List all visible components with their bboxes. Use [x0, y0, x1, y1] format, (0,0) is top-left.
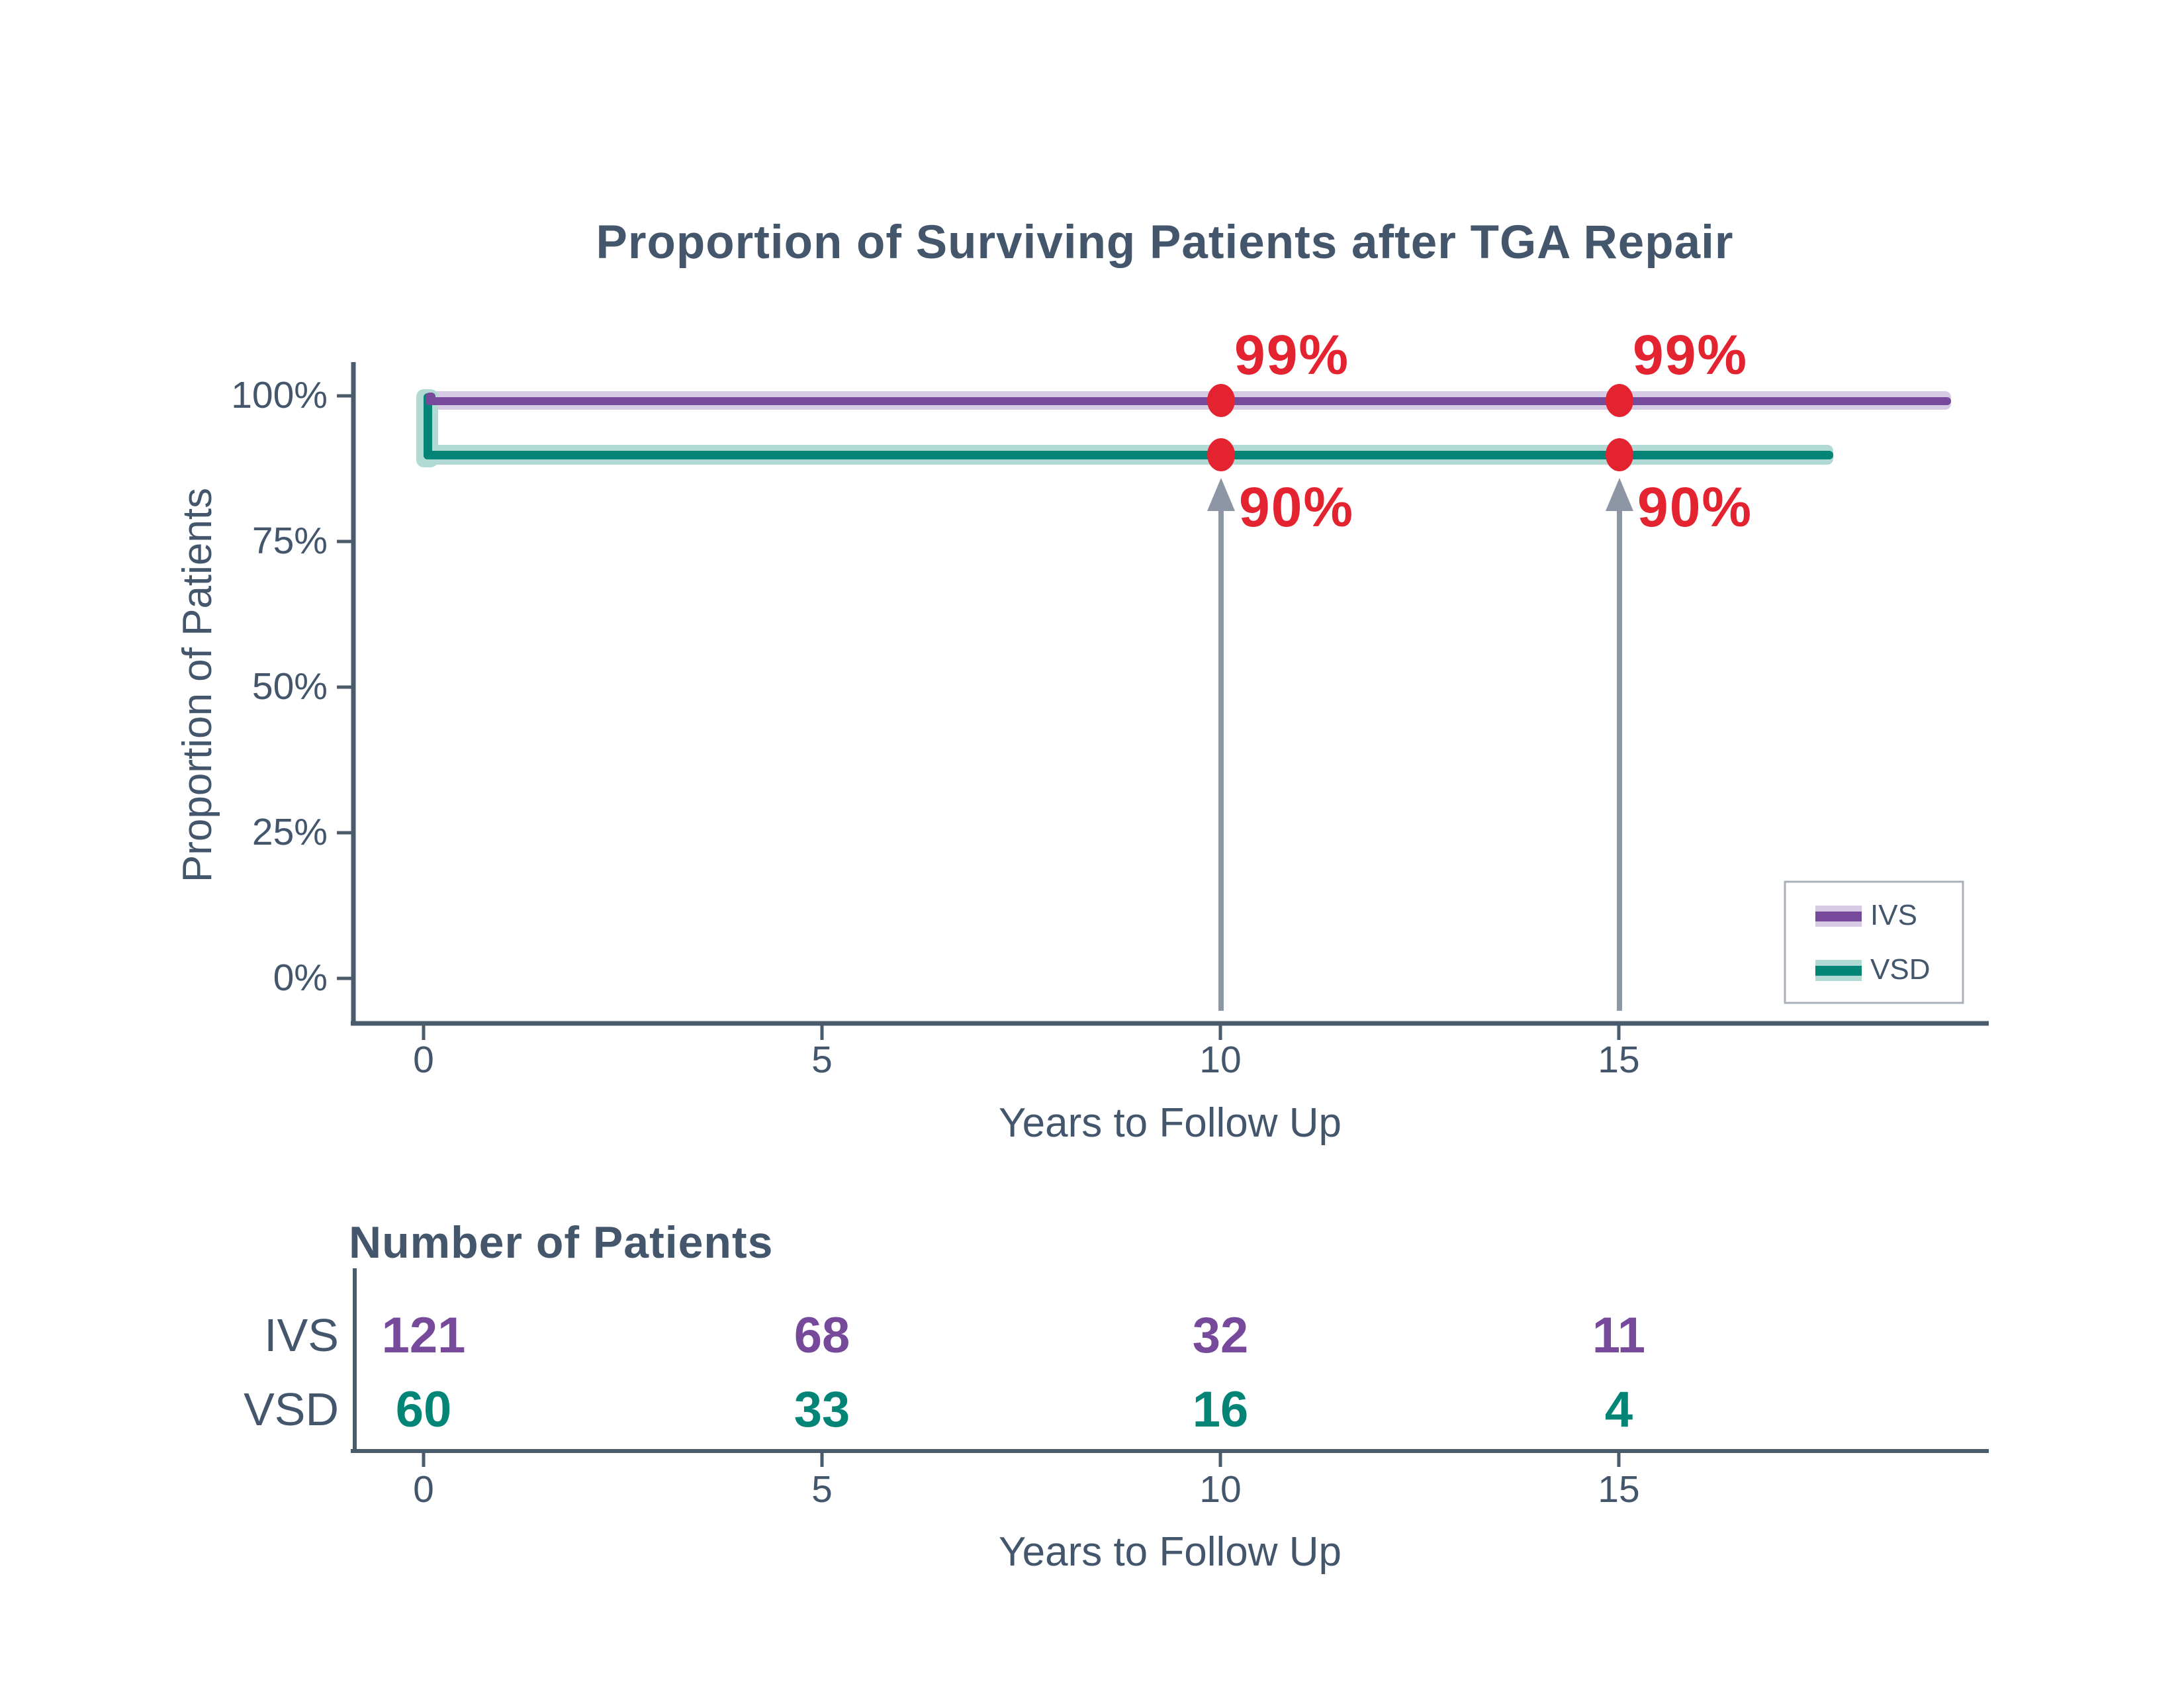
arrow-head-icon — [1207, 478, 1235, 511]
y-tick-50: 50% — [251, 665, 328, 708]
marker-dot-ivs-year15 — [1606, 384, 1633, 417]
arrow-year15 — [1606, 478, 1633, 1011]
legend-label-vsd: VSD — [1870, 953, 1931, 986]
marker-dot-ivs-year10 — [1207, 384, 1235, 417]
risk-table-title: Number of Patients — [349, 1217, 774, 1268]
ivs-curve — [426, 397, 1951, 405]
y-axis-tick-marks — [337, 394, 352, 980]
annotation-99-year10: 99% — [1234, 324, 1350, 386]
risk-ivs-t15: 11 — [1592, 1307, 1646, 1364]
risk-vsd-t5: 33 — [794, 1382, 850, 1438]
risk-x-tick-15: 15 — [1598, 1468, 1640, 1511]
x-tick-10: 10 — [1199, 1039, 1242, 1081]
y-tick-100: 100% — [231, 374, 328, 416]
risk-x-tick-0: 0 — [413, 1468, 434, 1511]
y-tick-0: 0% — [273, 957, 328, 999]
chart-title: Proportion of Surviving Patients after T… — [596, 216, 1734, 269]
risk-ivs-t5: 68 — [794, 1307, 850, 1364]
annotation-99-year15: 99% — [1633, 324, 1749, 386]
risk-ivs-t10: 32 — [1192, 1307, 1249, 1364]
risk-vsd-t0: 60 — [395, 1382, 452, 1438]
risk-vsd-t10: 16 — [1192, 1382, 1249, 1438]
x-axis-title: Years to Follow Up — [998, 1100, 1342, 1146]
annotation-90-year10: 90% — [1239, 476, 1355, 538]
legend-swatch-ivs — [1815, 912, 1862, 921]
y-tick-75: 75% — [251, 520, 328, 562]
annotation-90-year15: 90% — [1637, 476, 1753, 538]
x-tick-0: 0 — [413, 1039, 434, 1081]
risk-vsd-t15: 4 — [1604, 1382, 1633, 1438]
risk-x-tick-10: 10 — [1199, 1468, 1242, 1511]
risk-table-tick-marks — [422, 1453, 1621, 1467]
legend-label-ivs: IVS — [1870, 899, 1917, 931]
risk-table-row-label-vsd: VSD — [244, 1383, 339, 1435]
x-tick-15: 15 — [1598, 1039, 1640, 1081]
vsd-curve — [424, 451, 1833, 459]
arrow-head-icon — [1606, 478, 1633, 511]
marker-dot-vsd-year15 — [1606, 438, 1633, 471]
risk-table-x-axis-title: Years to Follow Up — [998, 1529, 1342, 1575]
risk-x-tick-5: 5 — [811, 1468, 833, 1511]
marker-dot-vsd-year10 — [1207, 438, 1235, 471]
legend-box — [1784, 880, 1964, 1004]
y-tick-25: 25% — [251, 811, 328, 853]
vsd-curve-drop — [424, 393, 432, 459]
risk-table-row-label-ivs: IVS — [264, 1309, 339, 1361]
legend-swatch-vsd — [1815, 966, 1862, 976]
arrow-year10 — [1207, 478, 1235, 1011]
x-axis-tick-marks — [422, 1025, 1621, 1040]
x-tick-5: 5 — [811, 1039, 833, 1081]
risk-ivs-t0: 121 — [381, 1307, 466, 1364]
